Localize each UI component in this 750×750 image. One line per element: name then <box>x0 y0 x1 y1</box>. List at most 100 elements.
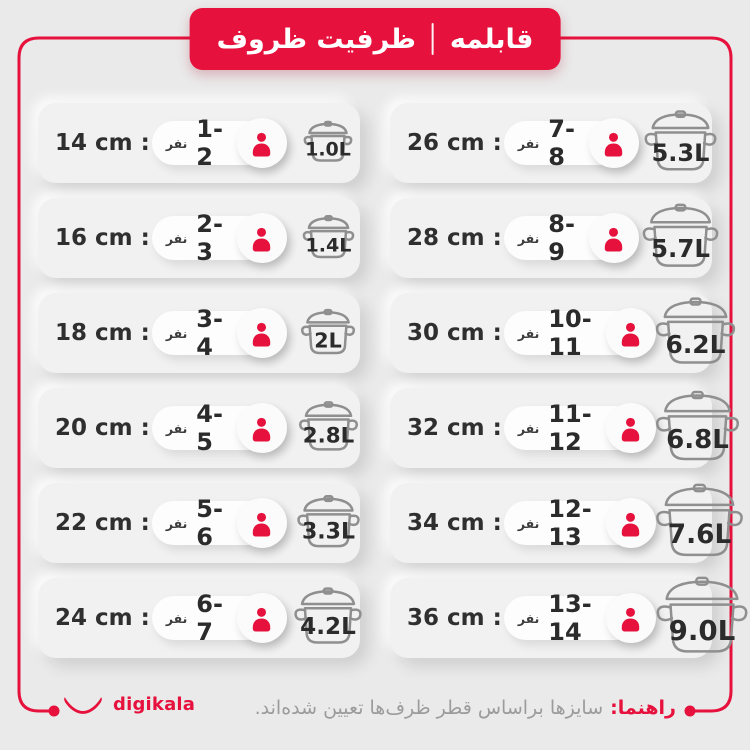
persons-unit-label: نفر <box>517 515 540 531</box>
persons-unit-label: نفر <box>165 610 188 626</box>
pot-icon: 5.3L <box>643 110 718 176</box>
footer-note: راهنما: سایزها براساس قطر ظرف‌ها تعیین ش… <box>255 697 676 719</box>
pot-icon: 1.4L <box>302 215 355 262</box>
person-icon <box>253 607 271 631</box>
size-card-22cm: 22 cm : نفر 5-6 3.3L <box>38 483 360 563</box>
pot-diameter-label: 22 cm : <box>55 510 150 536</box>
pot-icon-wrap: 4.2L <box>285 587 372 649</box>
persons-range: 6-7 <box>196 590 223 646</box>
pot-diameter-label: 20 cm : <box>55 415 150 441</box>
size-card-18cm: 18 cm : نفر 3-4 2L <box>38 293 360 373</box>
pot-icon-wrap: 6.2L <box>654 297 737 370</box>
persons-range: 13-14 <box>548 590 592 646</box>
person-badge <box>236 213 287 263</box>
persons-pill: نفر 7-8 <box>503 115 639 171</box>
person-icon <box>605 227 623 251</box>
pot-icon: 2L <box>300 309 356 358</box>
header-badge: قابلمه ظرفیت ظروف <box>189 8 561 70</box>
pot-icon: 6.8L <box>654 390 741 467</box>
persons-unit-label: نفر <box>517 325 540 341</box>
pot-icon-wrap: 5.7L <box>637 203 724 273</box>
persons-range: 10-11 <box>548 305 592 361</box>
frame-dot-left <box>48 705 60 717</box>
persons-range: 3-4 <box>196 305 223 361</box>
persons-pill: نفر 8-9 <box>503 210 639 266</box>
size-card-28cm: 28 cm : نفر 8-9 5.7L <box>390 198 712 278</box>
person-icon <box>253 227 271 251</box>
pot-icon: 6.2L <box>654 297 737 370</box>
digikala-logo: digikala <box>62 694 195 715</box>
pot-icon: 1.0L <box>303 121 353 165</box>
pot-diameter-label: 18 cm : <box>55 320 150 346</box>
pot-diameter-label: 24 cm : <box>55 605 150 631</box>
size-card-32cm: 32 cm : نفر 11-12 6.8L <box>390 388 712 468</box>
header-title-category: قابلمه <box>449 23 534 55</box>
pot-icon-wrap: 5.3L <box>637 110 724 176</box>
size-cards-board: 14 cm : نفر 1-2 1.0L <box>38 103 712 658</box>
pot-icon-wrap: 1.0L <box>285 121 372 165</box>
persons-unit-label: نفر <box>517 610 540 626</box>
pot-icon-wrap: 2.8L <box>285 401 372 455</box>
persons-pill: نفر 10-11 <box>503 305 656 361</box>
pot-diameter-label: 34 cm : <box>407 510 502 536</box>
capacity-label: 6.8L <box>666 424 729 454</box>
person-badge <box>236 308 287 358</box>
persons-pill: نفر 2-3 <box>151 210 287 266</box>
header-title-main: ظرفیت ظروف <box>216 23 416 55</box>
capacity-label: 5.7L <box>651 234 710 263</box>
persons-range: 11-12 <box>548 400 592 456</box>
pot-icon: 5.7L <box>641 203 720 273</box>
footer-note-text: سایزها براساس قطر ظرف‌ها تعیین شده‌اند. <box>254 697 604 719</box>
capacity-label: 6.2L <box>665 329 725 358</box>
person-icon <box>621 417 640 441</box>
capacity-label: 1.0L <box>306 139 352 161</box>
pot-diameter-label: 28 cm : <box>407 225 502 251</box>
person-badge <box>236 403 287 453</box>
persons-range: 4-5 <box>196 400 223 456</box>
persons-unit-label: نفر <box>165 230 188 246</box>
capacity-label: 4.2L <box>301 614 357 640</box>
persons-pill: نفر 1-2 <box>151 115 287 171</box>
person-badge <box>236 498 287 548</box>
person-icon <box>253 132 271 156</box>
persons-pill: نفر 11-12 <box>503 400 656 456</box>
pot-diameter-label: 32 cm : <box>407 415 502 441</box>
capacity-label: 9.0L <box>668 614 735 647</box>
header-separator <box>431 23 434 55</box>
persons-pill: نفر 12-13 <box>503 495 656 551</box>
size-card-20cm: 20 cm : نفر 4-5 2.8L <box>38 388 360 468</box>
pot-diameter-label: 14 cm : <box>55 130 150 156</box>
pot-diameter-label: 36 cm : <box>407 605 502 631</box>
size-card-26cm: 26 cm : نفر 7-8 5.3L <box>390 103 712 183</box>
person-icon <box>253 417 271 441</box>
persons-range: 7-8 <box>548 115 575 171</box>
frame-dot-right <box>684 705 696 717</box>
person-icon <box>621 322 640 346</box>
size-card-30cm: 30 cm : نفر 10-11 6.2L <box>390 293 712 373</box>
person-badge <box>588 213 639 263</box>
persons-pill: نفر 6-7 <box>151 590 287 646</box>
persons-range: 5-6 <box>196 495 223 551</box>
size-card-14cm: 14 cm : نفر 1-2 1.0L <box>38 103 360 183</box>
pot-icon-wrap: 9.0L <box>654 576 750 660</box>
person-badge <box>236 593 287 643</box>
size-card-36cm: 36 cm : نفر 13-14 9.0L <box>390 578 712 658</box>
pot-icon: 4.2L <box>293 587 363 649</box>
persons-range: 1-2 <box>196 115 223 171</box>
persons-unit-label: نفر <box>165 420 188 436</box>
pot-icon: 2.8L <box>298 401 359 455</box>
person-badge <box>588 118 639 168</box>
persons-unit-label: نفر <box>517 230 540 246</box>
pot-diameter-label: 26 cm : <box>407 130 502 156</box>
capacity-label: 2L <box>315 328 342 352</box>
person-icon <box>253 512 271 536</box>
persons-pill: نفر 3-4 <box>151 305 287 361</box>
pot-icon: 9.0L <box>654 576 750 660</box>
pot-icon-wrap: 2L <box>285 309 372 358</box>
persons-unit-label: نفر <box>517 420 540 436</box>
capacity-label: 7.6L <box>667 520 731 550</box>
person-icon <box>253 322 271 346</box>
persons-pill: نفر 4-5 <box>151 400 287 456</box>
capacity-label: 3.3L <box>302 519 355 544</box>
